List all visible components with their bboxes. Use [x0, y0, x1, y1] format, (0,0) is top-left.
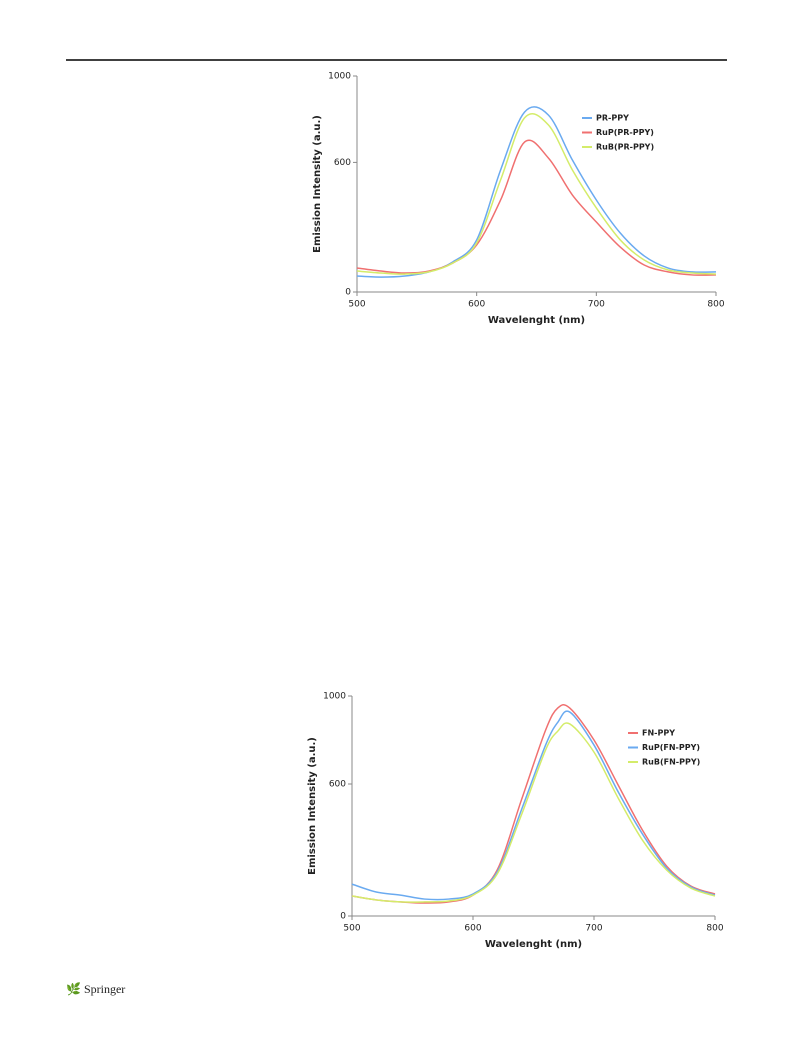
y-tick-label: 0: [345, 288, 351, 298]
y-tick-label: 1000: [328, 72, 351, 82]
y-axis-label: Emission Intensity (a.u.): [307, 737, 318, 875]
legend-label: RuP(FN-PPY): [642, 743, 700, 752]
x-tick-label: 700: [585, 924, 602, 934]
x-tick-label: 500: [348, 300, 365, 310]
x-tick-label: 700: [588, 300, 605, 310]
x-axis-label: Wavelenght (nm): [488, 315, 585, 326]
series-line: [351, 722, 716, 903]
x-tick-label: 600: [464, 924, 481, 934]
y-tick-label: 600: [334, 158, 351, 168]
legend-label: RuB(FN-PPY): [642, 758, 700, 767]
y-tick-label: 0: [340, 912, 346, 922]
footer: 🌿 Springer: [66, 982, 126, 996]
y-axis-label: Emission Intensity (a.u.): [312, 115, 323, 253]
legend-label: RuB(PR-PPY): [596, 143, 654, 152]
x-tick-label: 500: [343, 924, 360, 934]
x-axis-label: Wavelenght (nm): [485, 939, 582, 950]
series-line: [351, 710, 716, 901]
y-tick-label: 1000: [323, 692, 346, 702]
series-line: [356, 113, 717, 275]
legend-label: PR-PPY: [596, 114, 629, 123]
y-tick-label: 600: [329, 780, 346, 790]
series-line: [356, 139, 717, 276]
series-line: [356, 106, 717, 278]
legend-label: FN-PPY: [642, 729, 675, 738]
x-tick-label: 800: [707, 300, 724, 310]
x-tick-label: 800: [706, 924, 723, 934]
legend-label: RuP(PR-PPY): [596, 128, 654, 137]
series-line: [351, 703, 716, 904]
footer-text: Springer: [83, 982, 126, 996]
x-tick-label: 600: [468, 300, 485, 310]
